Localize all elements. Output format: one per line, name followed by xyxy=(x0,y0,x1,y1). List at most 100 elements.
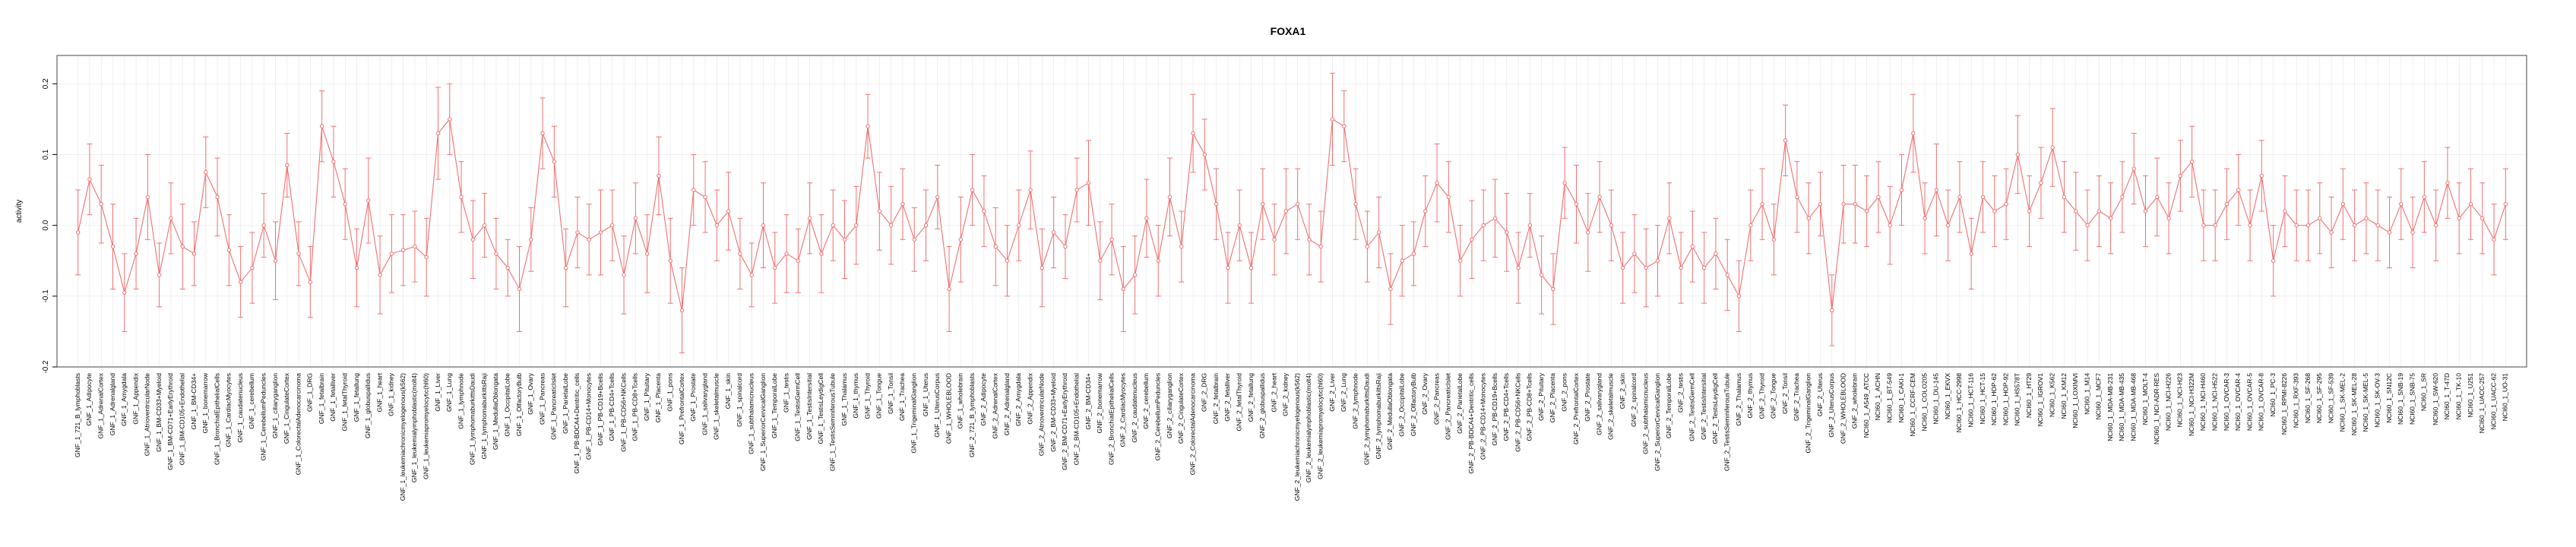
data-point xyxy=(1911,131,1916,136)
x-tick-label: NCI60_1_SNB-19 xyxy=(2397,373,2404,425)
data-point xyxy=(1295,201,1300,207)
x-tick-label: NCI60_1_HOP-92 xyxy=(2002,373,2009,425)
x-tick-label: GNF_1_bonemarrow xyxy=(201,372,209,433)
series-layer xyxy=(75,72,2508,353)
x-tick-label: GNF_1_721_B_lymphoblasts xyxy=(74,373,81,457)
x-tick-label: GNF_2_wholebrain xyxy=(1851,373,1859,429)
x-tick-label: GNF_2_PB-CD8+Tcells xyxy=(1526,373,1533,441)
x-tick-label: GNF_2_CerebellumPeduncles xyxy=(1154,373,1161,460)
data-point xyxy=(2120,194,2125,200)
data-point xyxy=(714,223,720,228)
data-point xyxy=(784,251,789,256)
x-tick-label: GNF_2_721_B_lymphoblasts xyxy=(968,373,976,457)
data-point xyxy=(122,290,127,295)
data-point xyxy=(2364,216,2369,221)
data-point xyxy=(552,160,557,164)
data-point xyxy=(1923,216,1927,221)
data-point xyxy=(2294,223,2299,228)
x-tick-label: GNF_2_skeletalmuscle xyxy=(1607,373,1615,440)
x-tick-label: GNF_1_caudatenucleus xyxy=(236,373,244,443)
x-tick-label: NCI60_1_ACHN xyxy=(1874,373,1881,420)
x-tick-label: NCI60_1_KM12 xyxy=(2060,373,2068,419)
x-tick-label: GNF_1_testis xyxy=(782,373,790,413)
data-point xyxy=(633,216,638,221)
data-point xyxy=(494,251,498,256)
x-tick-label: NCI60_1_CCRF-CEM xyxy=(1909,373,1916,437)
x-tick-label: GNF_1_Lung xyxy=(445,373,453,412)
data-point xyxy=(1806,216,1811,221)
data-point xyxy=(1701,265,1707,270)
data-point xyxy=(958,237,964,242)
x-tick-label: NCI60_1_OVCAR-4 xyxy=(2234,373,2242,431)
data-point xyxy=(1818,201,1823,207)
x-tick-label: GNF_2_CardiacMyocytes xyxy=(1119,373,1127,447)
x-tick-label: GNF_1_Appendix xyxy=(131,372,139,424)
x-tick-label: GNF_1_BronchialEpithelialCells xyxy=(213,373,220,465)
data-point xyxy=(1109,237,1114,242)
x-tick-label: GNF_1_leukemialymphoblastic(molt4) xyxy=(410,373,418,482)
x-tick-label: GNF_2_Liver xyxy=(1328,373,1336,412)
x-tick-label: GNF_2_BM-CD33+Myeloid xyxy=(1049,373,1057,452)
x-tick-label: NCI60_1_CAKI-1 xyxy=(1897,373,1905,423)
x-tick-label: GNF_1_TestisSeminiferousTubule xyxy=(828,373,836,471)
data-point xyxy=(1609,223,1614,228)
data-point xyxy=(1748,223,1753,228)
data-point xyxy=(1783,138,1788,143)
data-point xyxy=(1342,124,1347,128)
x-tick-label: GNF_1_BM-CD34+ xyxy=(190,373,198,429)
x-tick-label: GNF_2_leukemiachronicmyelogenous(k562) xyxy=(1293,373,1301,501)
x-tick-label: NCI60_1_OVCAR-8 xyxy=(2258,373,2265,431)
x-tick-label: GNF_2_PancreaticIslet xyxy=(1445,372,1452,440)
x-tick-label: GNF_1_kidney xyxy=(388,372,395,416)
data-point xyxy=(482,223,487,228)
data-point xyxy=(598,230,603,235)
data-point xyxy=(761,223,766,228)
x-tick-label: GNF_2_PB-CD19+Bcells xyxy=(1491,373,1498,446)
data-point xyxy=(2108,216,2113,221)
x-tick-label: GNF_2_MedullaOblongata xyxy=(1386,373,1394,450)
x-tick-label: NCI60_1_SW-620 xyxy=(2432,373,2439,425)
data-point xyxy=(169,216,173,221)
x-tick-label: NCI60_1_NCI-H460 xyxy=(2199,373,2207,431)
x-tick-label: GNF_1_AtrioventricularNode xyxy=(144,373,151,456)
x-tick-label: GNF_1_MedullaOblongata xyxy=(492,373,499,450)
x-tick-label: NCI60_1_SK-OV-3 xyxy=(2373,373,2381,428)
x-tick-label: GNF_2_WHOLEBLOOD xyxy=(1839,373,1847,444)
data-point xyxy=(1980,194,1986,200)
x-tick-label: NCI60_1_BT-549 xyxy=(1885,373,1893,423)
x-tick-label: GNF_1_thymus xyxy=(852,373,859,419)
x-tick-label: GNF_1_ParietalLobe xyxy=(562,373,569,434)
data-point xyxy=(587,237,591,242)
data-point xyxy=(296,251,301,256)
data-point xyxy=(819,251,824,256)
x-tick-label: GNF_1_Pituitary xyxy=(643,372,650,421)
x-tick-label: GNF_1_ColorectalAdenocarcinoma xyxy=(294,373,302,475)
data-point xyxy=(2131,166,2136,171)
data-point xyxy=(191,251,197,256)
data-point xyxy=(261,223,266,228)
data-point xyxy=(877,209,882,213)
data-point xyxy=(1679,265,1683,270)
x-tick-label: GNF_2_Pancreas xyxy=(1432,373,1440,425)
data-point xyxy=(2004,201,2008,207)
data-point xyxy=(1864,209,1869,213)
x-tick-label: GNF_1_AdrenalCortex xyxy=(97,372,104,438)
data-point xyxy=(1527,223,1533,228)
x-tick-label: GNF_1_PancreaticIslet xyxy=(550,372,558,440)
x-tick-label: NCI60_1_NCI-ADR-RES xyxy=(2153,373,2160,444)
x-tick-label: GNF_2_kidney xyxy=(1282,372,1290,416)
data-point xyxy=(1063,244,1068,249)
x-axis: GNF_1_721_B_lymphoblasts GNF_1_Adipocyte G… xyxy=(74,372,2509,501)
x-tick-label: GNF_2_heart xyxy=(1270,372,1277,412)
x-tick-label: GNF_2_Lung xyxy=(1340,373,1347,412)
data-point xyxy=(1307,237,1312,242)
data-point xyxy=(366,198,371,203)
data-point xyxy=(1505,230,1509,235)
y-tick-label: -0.1 xyxy=(42,289,50,303)
x-tick-label: NCI60_1_EKVX xyxy=(1944,373,1951,419)
x-tick-label: NCI60_1_OVCAR-3 xyxy=(2223,373,2230,431)
data-point xyxy=(2050,145,2055,150)
x-tick-label: GNF_1_spinalcord xyxy=(736,373,743,427)
data-point xyxy=(2433,223,2438,228)
x-tick-label: GNF_1_Pancreas xyxy=(538,373,546,425)
